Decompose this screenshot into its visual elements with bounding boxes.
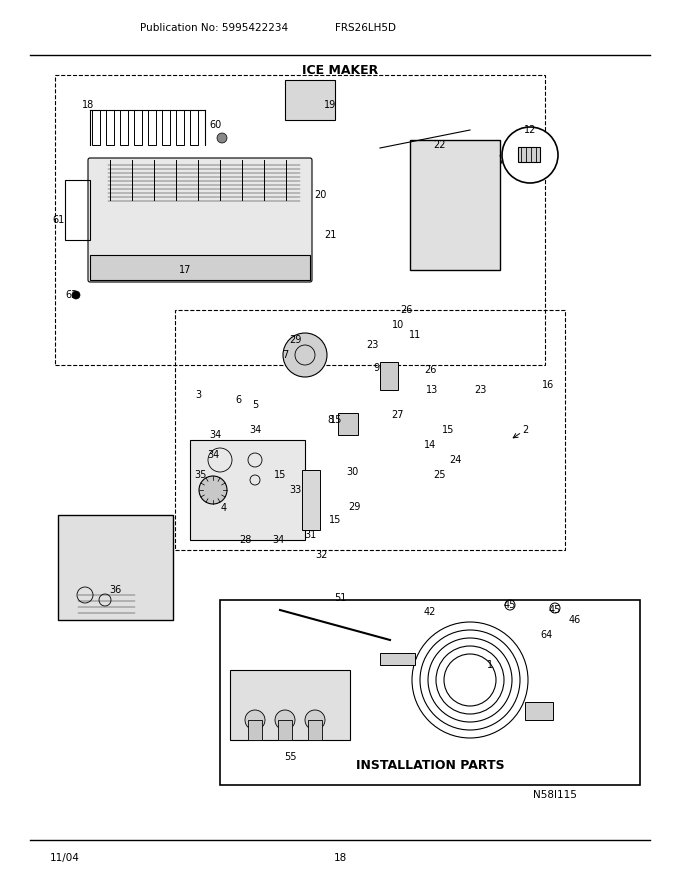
- Bar: [120, 110, 128, 145]
- Text: 30: 30: [346, 467, 358, 477]
- Text: 23: 23: [366, 340, 378, 350]
- Text: INSTALLATION PARTS: INSTALLATION PARTS: [356, 759, 505, 772]
- Text: 34: 34: [249, 425, 261, 435]
- Text: 29: 29: [347, 502, 360, 512]
- Text: N58I115: N58I115: [533, 790, 577, 800]
- Bar: [278, 720, 292, 740]
- Bar: [90, 255, 310, 280]
- Text: 23: 23: [474, 385, 486, 395]
- Text: 12: 12: [524, 125, 537, 135]
- Text: 64: 64: [541, 630, 553, 640]
- Bar: [380, 362, 398, 390]
- Circle shape: [217, 133, 227, 143]
- Text: 25: 25: [434, 470, 446, 480]
- Text: 28: 28: [239, 535, 251, 545]
- Text: FRS26LH5D: FRS26LH5D: [335, 23, 396, 33]
- Text: 26: 26: [400, 305, 412, 315]
- Circle shape: [275, 710, 295, 730]
- Text: 15: 15: [274, 470, 286, 480]
- Text: 17: 17: [179, 265, 191, 275]
- Text: Publication No: 5995422234: Publication No: 5995422234: [140, 23, 288, 33]
- Text: 31: 31: [304, 530, 316, 540]
- Text: 16: 16: [542, 380, 554, 390]
- Text: 60: 60: [209, 120, 221, 130]
- Text: 8: 8: [327, 415, 333, 425]
- Text: 62: 62: [66, 290, 78, 300]
- Text: 11: 11: [409, 330, 421, 340]
- Text: 35: 35: [194, 470, 206, 480]
- Text: 2: 2: [522, 425, 528, 435]
- Text: ICE MAKER: ICE MAKER: [302, 63, 378, 77]
- Text: 21: 21: [324, 230, 336, 240]
- Text: 20: 20: [313, 190, 326, 200]
- Bar: [176, 110, 184, 145]
- Bar: [410, 140, 500, 270]
- Text: 61: 61: [52, 215, 64, 225]
- Text: 9: 9: [373, 363, 379, 373]
- Bar: [190, 440, 305, 540]
- Text: 24: 24: [449, 455, 461, 465]
- Text: 15: 15: [329, 515, 341, 525]
- Text: 6: 6: [235, 395, 241, 405]
- Bar: [58, 515, 173, 620]
- Text: 29: 29: [289, 335, 301, 345]
- Bar: [106, 110, 114, 145]
- Bar: [220, 600, 640, 785]
- Bar: [162, 110, 170, 145]
- FancyBboxPatch shape: [88, 158, 312, 282]
- Bar: [380, 653, 415, 665]
- Text: 13: 13: [426, 385, 438, 395]
- Text: 15: 15: [442, 425, 454, 435]
- Text: 19: 19: [324, 100, 336, 110]
- Bar: [148, 110, 156, 145]
- Text: 15: 15: [330, 415, 342, 425]
- Bar: [190, 110, 198, 145]
- Circle shape: [72, 291, 80, 299]
- Bar: [338, 413, 358, 435]
- Text: 34: 34: [207, 450, 219, 460]
- Bar: [525, 702, 553, 720]
- Bar: [308, 720, 322, 740]
- Bar: [248, 720, 262, 740]
- Text: 45: 45: [504, 600, 516, 610]
- Circle shape: [199, 476, 227, 504]
- Text: 33: 33: [289, 485, 301, 495]
- Text: 11/04: 11/04: [50, 853, 80, 863]
- Bar: [518, 147, 540, 162]
- Text: 36: 36: [109, 585, 121, 595]
- Text: 18: 18: [82, 100, 94, 110]
- Text: 34: 34: [209, 430, 221, 440]
- Text: 7: 7: [282, 350, 288, 360]
- Text: 5: 5: [252, 400, 258, 410]
- Bar: [55, 75, 545, 365]
- Text: 51: 51: [334, 593, 346, 603]
- Bar: [134, 110, 142, 145]
- Text: 34: 34: [272, 535, 284, 545]
- Text: 46: 46: [569, 615, 581, 625]
- Text: 42: 42: [424, 607, 436, 617]
- Text: 14: 14: [424, 440, 436, 450]
- Text: 26: 26: [424, 365, 436, 375]
- FancyArrowPatch shape: [513, 434, 520, 438]
- Circle shape: [245, 710, 265, 730]
- Text: 3: 3: [195, 390, 201, 400]
- Text: 55: 55: [284, 752, 296, 762]
- Bar: [230, 670, 350, 740]
- Text: 4: 4: [221, 503, 227, 513]
- Circle shape: [283, 333, 327, 377]
- Text: 1: 1: [487, 660, 493, 670]
- Text: 22: 22: [434, 140, 446, 150]
- Text: 10: 10: [392, 320, 404, 330]
- Bar: [65, 180, 90, 240]
- Text: 32: 32: [316, 550, 328, 560]
- Text: 27: 27: [392, 410, 404, 420]
- Bar: [302, 470, 320, 530]
- Bar: [175, 310, 565, 550]
- Circle shape: [502, 127, 558, 183]
- Text: 18: 18: [333, 853, 347, 863]
- Text: 45: 45: [549, 605, 561, 615]
- Bar: [285, 80, 335, 120]
- Bar: [92, 110, 100, 145]
- Circle shape: [305, 710, 325, 730]
